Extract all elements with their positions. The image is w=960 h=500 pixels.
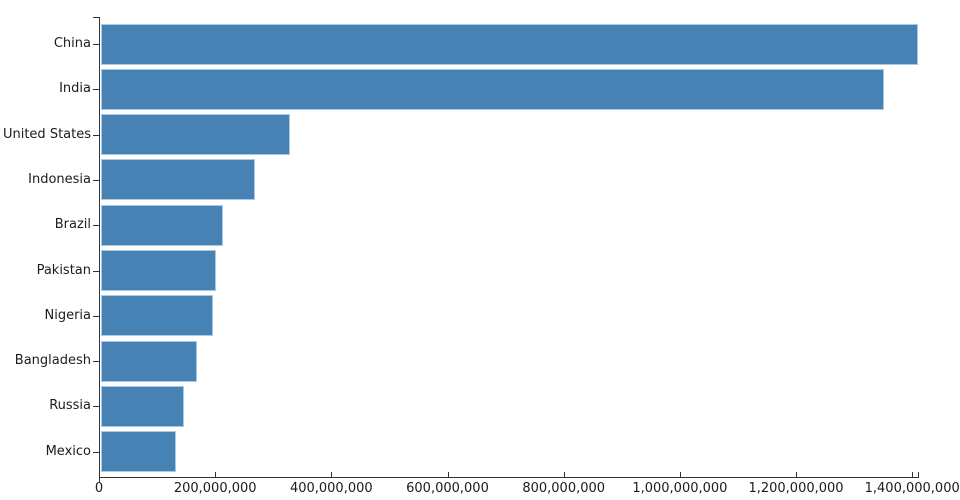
bar-nigeria [100,295,214,337]
y-axis-label: Nigeria [44,307,91,323]
x-axis-tick-label: 600,000,000 [406,481,489,496]
x-axis-tick [215,472,217,477]
y-axis-label: United States [2,126,91,142]
y-axis-tick [92,134,99,136]
y-axis-label: China [53,36,91,51]
y-axis-label: Pakistan [36,262,91,278]
y-axis-domain-line [99,17,100,477]
bar-india [100,68,885,110]
x-axis-tick [679,472,681,477]
y-axis-label: Mexico [45,443,91,459]
y-axis-label: Indonesia [28,171,91,187]
bar-mexico [100,431,176,473]
y-axis-top-outer-tick [93,17,99,18]
x-axis-tick [331,472,333,477]
x-axis-tick-label: 800,000,000 [522,481,606,496]
y-axis-tick [92,179,99,181]
y-axis-tick [92,44,99,45]
x-axis-tick [99,473,100,482]
bar-pakistan [100,250,217,291]
y-axis-label: India [59,81,91,97]
x-axis-domain-line [99,477,919,478]
bar-china [100,23,918,65]
x-axis-tick-label: 1,200,000,000 [748,481,844,496]
y-axis-label: Russia [49,398,91,414]
y-axis-tick [92,89,99,91]
x-axis-tick [447,472,449,477]
y-axis-tick [92,315,99,317]
y-axis-tick [92,406,99,408]
y-axis-label: Brazil [54,217,91,233]
x-axis-tick [912,472,914,477]
y-axis-tick [92,361,99,363]
x-axis-tick-label: 0 [94,481,104,496]
y-axis-label: Bangladesh [14,353,91,369]
x-axis-tick-label: 200,000,000 [173,481,257,496]
x-axis-end-outer-tick [918,472,919,477]
x-axis-tick [563,472,565,477]
x-axis-tick [796,472,797,477]
bar-united-states [100,114,290,156]
x-axis-tick-label: 1,000,000,000 [632,481,728,496]
bar-bangladesh [100,340,197,382]
bar-russia [100,385,185,427]
x-axis-tick-label: 400,000,000 [289,481,373,496]
bar-brazil [100,204,223,246]
x-axis-tick-label: 1,400,000,000 [864,481,960,496]
y-axis-tick [92,451,99,453]
y-axis-tick [92,270,99,272]
bar-indonesia [100,159,255,201]
y-axis-tick [92,225,99,227]
